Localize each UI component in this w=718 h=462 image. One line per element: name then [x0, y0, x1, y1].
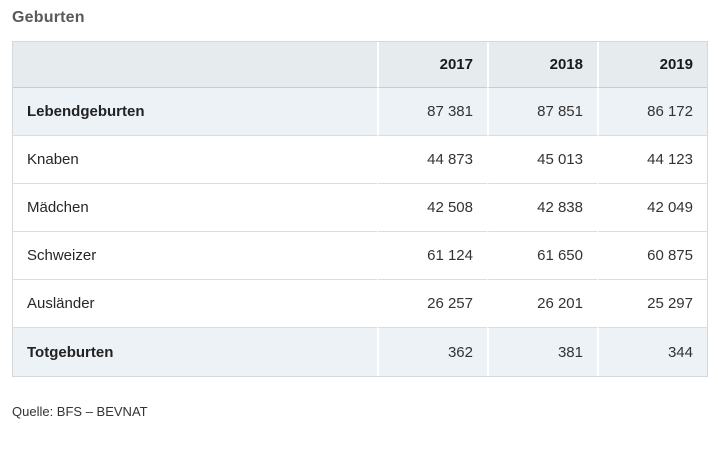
row-label: Mädchen: [13, 184, 377, 232]
row-label: Knaben: [13, 136, 377, 184]
row-label: Ausländer: [13, 280, 377, 328]
value-cell: 44 873: [377, 136, 487, 184]
row-label: Schweizer: [13, 232, 377, 280]
value-cell: 87 851: [487, 88, 597, 136]
value-cell: 381: [487, 328, 597, 376]
value-cell: 45 013: [487, 136, 597, 184]
value-cell: 86 172: [597, 88, 707, 136]
value-cell: 42 508: [377, 184, 487, 232]
table-row-lebendgeburten: Lebendgeburten 87 381 87 851 86 172: [13, 88, 707, 136]
page-title: Geburten: [12, 9, 85, 26]
table-row-knaben: Knaben 44 873 45 013 44 123: [13, 136, 707, 184]
corner-header-cell: [13, 42, 377, 88]
value-cell: 362: [377, 328, 487, 376]
value-cell: 42 049: [597, 184, 707, 232]
column-header-2017: 2017: [377, 42, 487, 88]
births-table: 2017 2018 2019 Lebendgeburten 87 381 87 …: [12, 41, 708, 377]
source-note: Quelle: BFS – BEVNAT: [12, 404, 148, 419]
table-row-schweizer: Schweizer 61 124 61 650 60 875: [13, 232, 707, 280]
value-cell: 25 297: [597, 280, 707, 328]
value-cell: 60 875: [597, 232, 707, 280]
table-header-row: 2017 2018 2019: [13, 42, 707, 88]
value-cell: 42 838: [487, 184, 597, 232]
row-label: Totgeburten: [13, 328, 377, 376]
column-header-2018: 2018: [487, 42, 597, 88]
value-cell: 44 123: [597, 136, 707, 184]
page: Geburten 2017 2018 2019 Lebendgeburten 8…: [12, 9, 708, 419]
table-row-auslaender: Ausländer 26 257 26 201 25 297: [13, 280, 707, 328]
value-cell: 26 201: [487, 280, 597, 328]
value-cell: 61 650: [487, 232, 597, 280]
table-row-totgeburten: Totgeburten 362 381 344: [13, 328, 707, 376]
value-cell: 26 257: [377, 280, 487, 328]
value-cell: 87 381: [377, 88, 487, 136]
value-cell: 61 124: [377, 232, 487, 280]
value-cell: 344: [597, 328, 707, 376]
table-row-maedchen: Mädchen 42 508 42 838 42 049: [13, 184, 707, 232]
row-label: Lebendgeburten: [13, 88, 377, 136]
column-header-2019: 2019: [597, 42, 707, 88]
